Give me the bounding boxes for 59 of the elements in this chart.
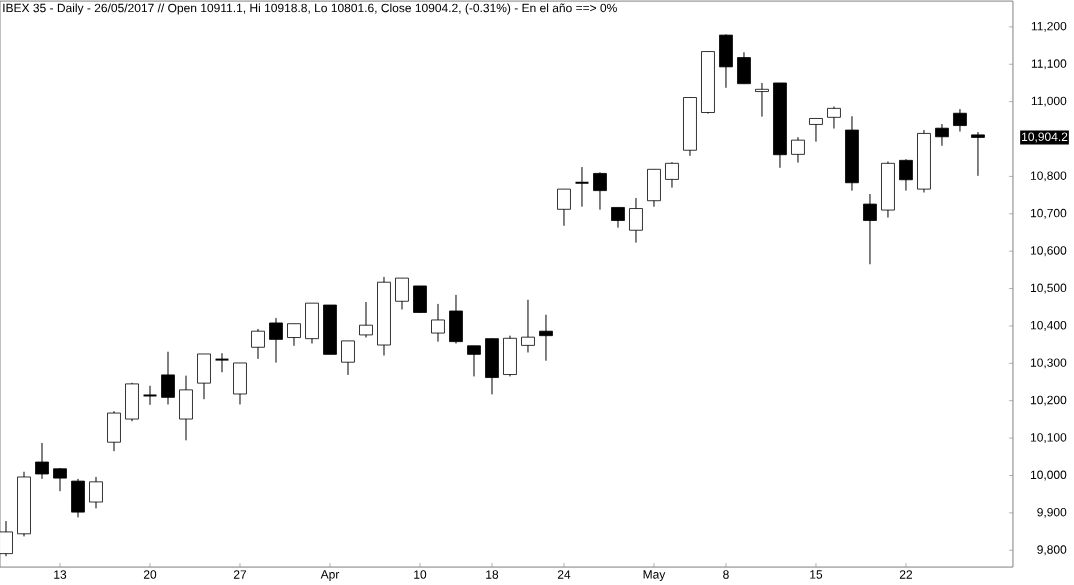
candlestick (251, 328, 265, 360)
x-tick-label: 18 (486, 570, 499, 579)
y-tick-label: 10,400 (1030, 320, 1067, 331)
candlestick (287, 323, 301, 347)
candlestick (53, 467, 67, 492)
candlestick (791, 136, 805, 164)
chart-title: IBEX 35 - Daily - 26/05/2017 // Open 10911.1, Hi 10918.8, Lo 10801.6, Close 10904.2, (-0.31%) - En el año ==> 0% (3, 3, 617, 15)
y-tick-label: 10,500 (1030, 283, 1067, 294)
candlestick (214, 352, 230, 373)
x-tick-label: 24 (557, 570, 571, 579)
x-tick-label: 13 (54, 570, 67, 579)
y-tick-label: 10,000 (1030, 470, 1067, 481)
candlestick (665, 161, 679, 189)
candlestick (629, 197, 643, 244)
candlestick (359, 301, 373, 339)
x-tick-label: 27 (233, 570, 247, 579)
candlestick (269, 317, 283, 364)
candlestick (574, 166, 590, 208)
candlestick (539, 314, 553, 362)
candlestick (611, 206, 625, 229)
candlestick (971, 131, 985, 177)
candlestick (89, 476, 103, 509)
x-tick-label: 10 (414, 570, 427, 579)
y-tick-label: 10,100 (1030, 433, 1067, 444)
text: 10,904.2 (1022, 132, 1068, 143)
y-tick-label: 9,800 (1037, 545, 1067, 556)
candlestick (341, 340, 355, 376)
x-tick-label: May (643, 570, 666, 582)
y-tick-label: 10,700 (1030, 208, 1067, 219)
x-tick-label: 20 (143, 570, 157, 579)
candlestick (161, 351, 175, 405)
y-tick-label: 9,900 (1037, 507, 1067, 518)
y-tick-label: 11,000 (1031, 96, 1067, 107)
candlestick (395, 277, 409, 310)
candlestick (467, 345, 481, 377)
y-tick-label: 10,600 (1030, 246, 1067, 257)
candlestick (899, 158, 913, 192)
candlestick (953, 108, 967, 133)
candlestick (809, 117, 823, 143)
y-tick-label: 10,200 (1030, 395, 1067, 406)
candlestick (827, 106, 841, 130)
candlestick (935, 123, 949, 147)
candlestick (521, 299, 535, 353)
candlestick (35, 442, 49, 480)
candlestick (755, 82, 769, 118)
y-tick-label: 11,200 (1031, 21, 1067, 32)
y-tick-label: 10,800 (1030, 171, 1067, 182)
x-tick-label: 15 (810, 570, 823, 579)
x-tick-label: 8 (723, 570, 729, 579)
x-tick-label: Apr (320, 570, 340, 582)
candlestick (557, 188, 571, 227)
x-tick-label: 22 (899, 570, 913, 579)
y-tick-label: 11,100 (1031, 59, 1067, 70)
y-tick-label: 10,300 (1030, 358, 1067, 369)
candlestick (0, 520, 13, 557)
candlestick (863, 193, 877, 265)
candlestick (593, 171, 607, 211)
candlestick (431, 303, 445, 343)
candlestick (142, 385, 158, 406)
